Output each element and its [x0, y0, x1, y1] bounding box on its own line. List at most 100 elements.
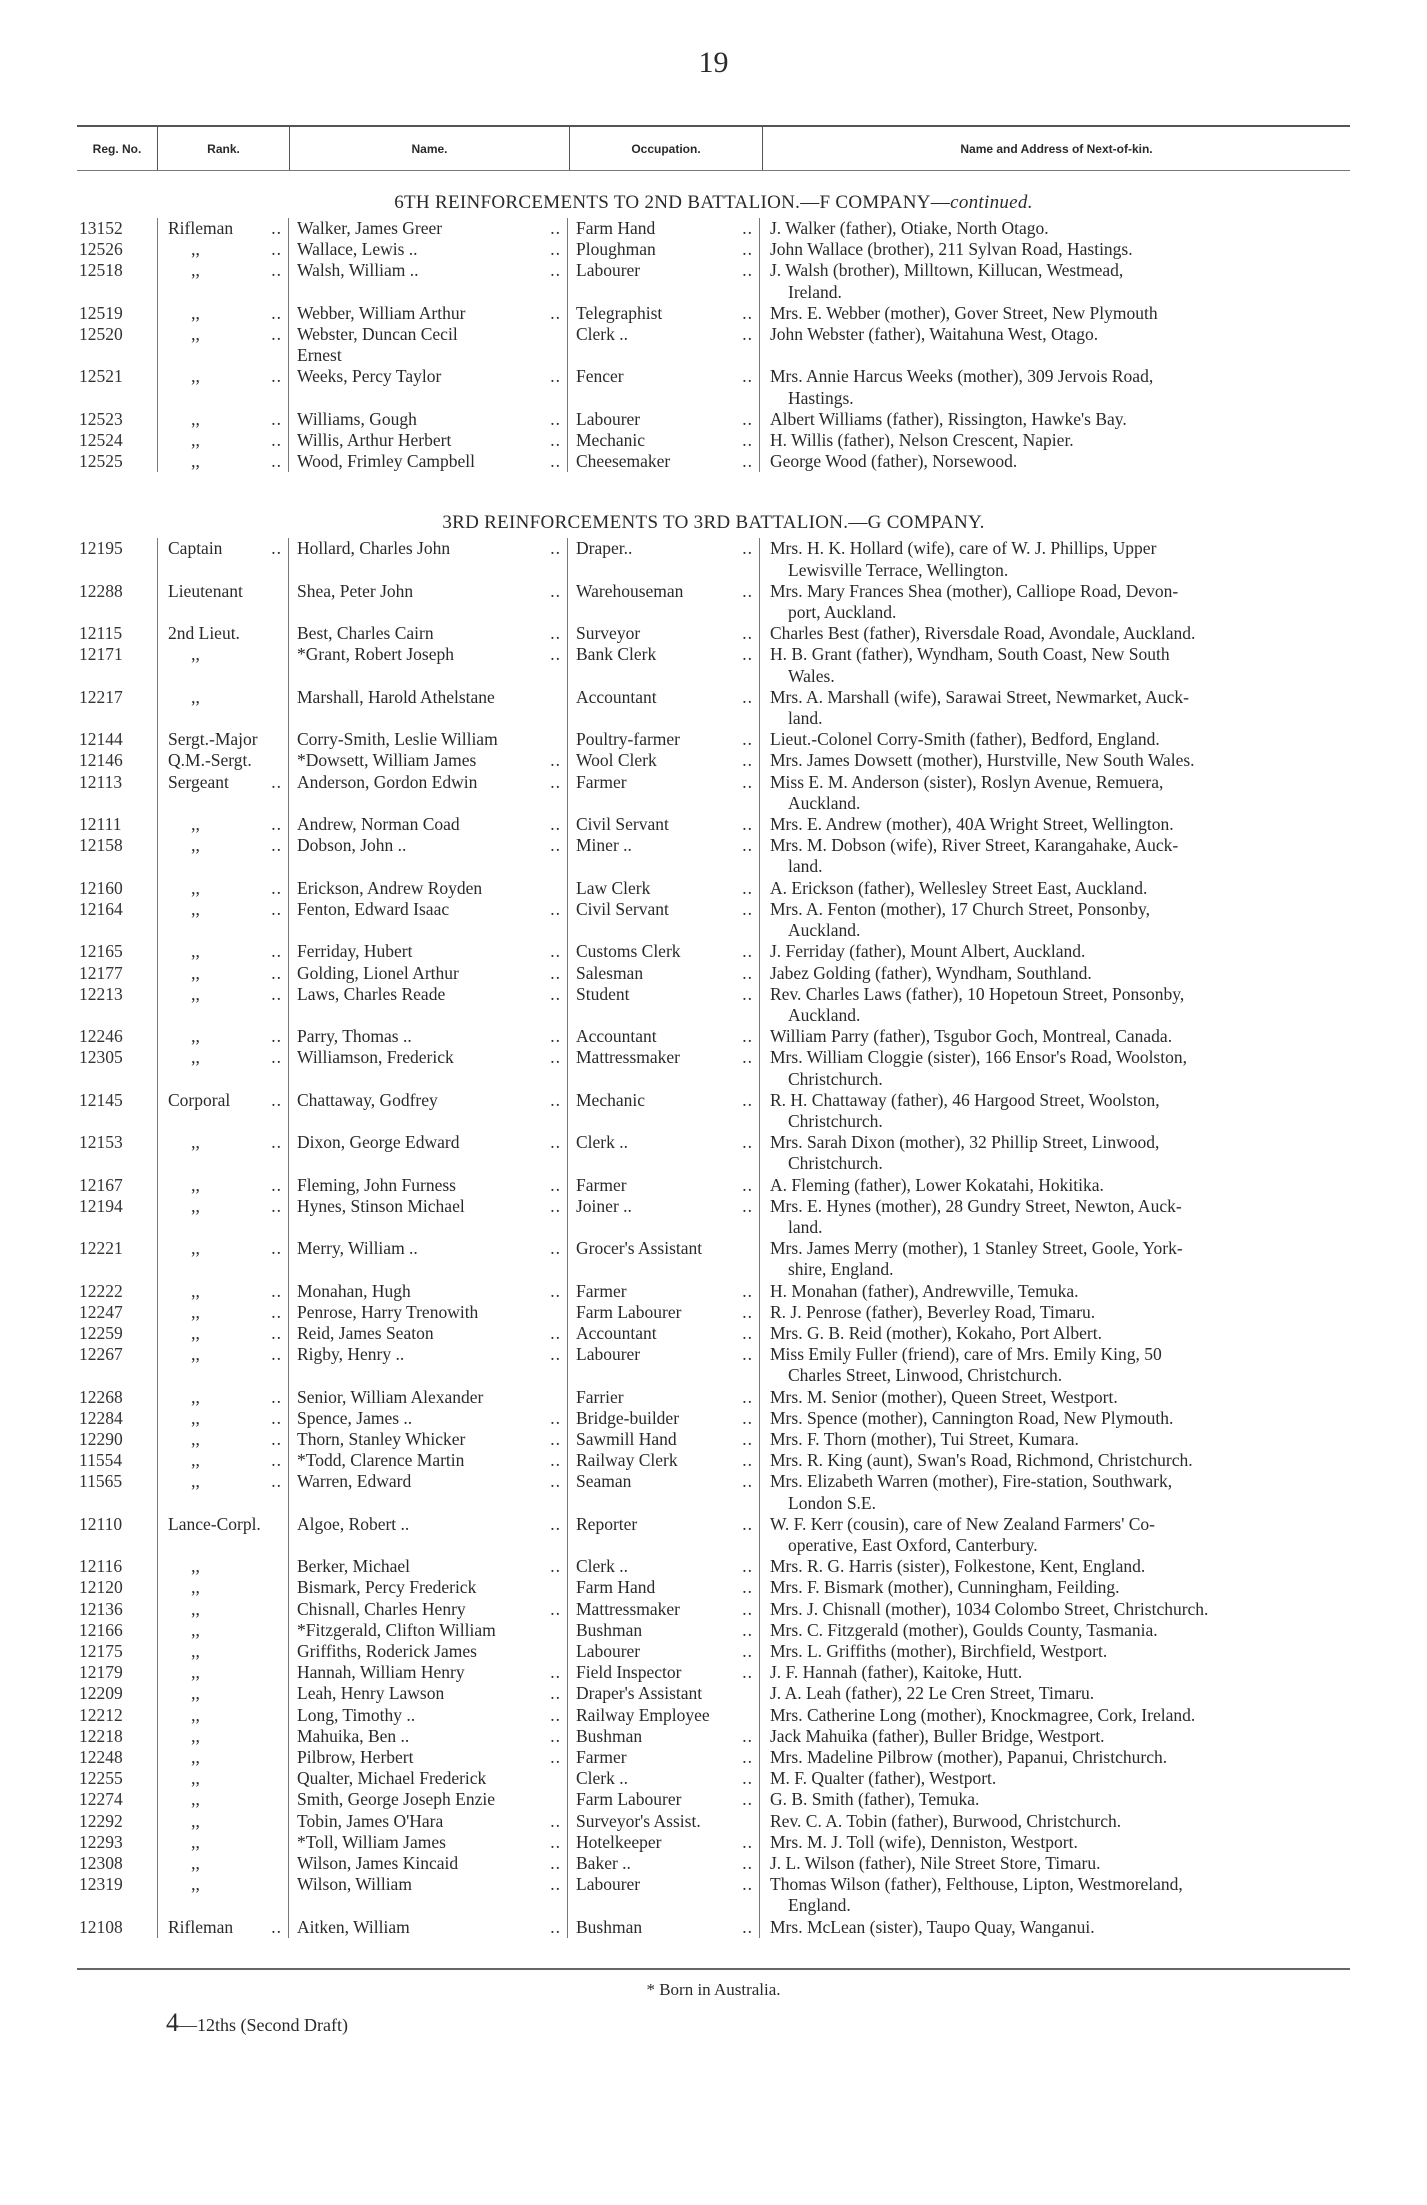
table-row: 12120,, Bismark, Percy Frederick Farm Hand… — [77, 1577, 1350, 1599]
rank-text: Sergeant — [168, 771, 229, 792]
occupation-text: Draper.. — [576, 538, 633, 559]
occupation: Draper's Assistant — [567, 1683, 759, 1705]
next-of-kin: W. F. Kerr (cousin), care of New Zealand… — [759, 1513, 1350, 1557]
reg-no: 12144 — [79, 729, 123, 750]
dot-leader: .. — [271, 366, 282, 387]
soldier-name: Anderson, Gordon Edwin.. — [288, 771, 567, 815]
table-row: 12171,, *Grant, Robert Joseph.. Bank Clerk… — [77, 644, 1350, 687]
dot-leader: .. — [271, 1195, 282, 1216]
dot-leader: .. — [271, 1026, 282, 1047]
soldier-name: *Dowsett, William James.. — [288, 750, 567, 772]
reg-no: 12520 — [79, 324, 123, 345]
dot-leader: .. — [742, 1407, 753, 1428]
next-of-kin: Albert Williams (father), Rissington, Ha… — [759, 408, 1350, 431]
ditto-mark: ,, — [191, 1810, 200, 1831]
occupation-text: Poultry-farmer — [576, 729, 680, 750]
table-row: 12166,, *Fitzgerald, Clifton William Bushm… — [77, 1619, 1350, 1641]
reg-no: 12113 — [79, 771, 123, 792]
occupation-text: Labourer — [576, 1344, 641, 1365]
occupation-text: Surveyor — [576, 623, 641, 644]
occupation: Bushman.. — [567, 1725, 759, 1748]
reg-no: 12267 — [79, 1344, 123, 1365]
dot-leader: .. — [742, 1747, 753, 1768]
dot-leader: .. — [271, 877, 282, 898]
dot-leader: .. — [550, 239, 561, 260]
dot-leader: .. — [550, 1916, 561, 1937]
soldier-name: Thorn, Stanley Whicker.. — [288, 1428, 567, 1451]
dot-leader: .. — [742, 1916, 753, 1937]
soldier-name: Smith, George Joseph Enzie — [288, 1789, 567, 1811]
dot-leader: .. — [742, 814, 753, 835]
next-of-kin: Mrs. J. Chisnall (mother), 1034 Colombo … — [759, 1598, 1350, 1620]
name-text: Parry, Thomas .. — [297, 1026, 412, 1047]
table-row: 12305,,.. Williamson, Frederick.. Mattress… — [77, 1047, 1350, 1090]
next-of-kin: Mrs. E. Andrew (mother), 40A Wright Stre… — [759, 814, 1350, 836]
occupation-text: Hotelkeeper — [576, 1831, 662, 1852]
soldier-name: Long, Timothy .... — [288, 1704, 567, 1726]
rank: ,, — [157, 1704, 288, 1726]
rank: ,, — [157, 1556, 288, 1578]
rank: Corporal.. — [157, 1089, 288, 1133]
occupation-text: Surveyor's Assist. — [576, 1810, 701, 1831]
occupation: Surveyor's Assist. — [567, 1810, 759, 1832]
rank: ,,.. — [157, 408, 288, 431]
next-of-kin: R. J. Penrose (father), Beverley Road, T… — [759, 1301, 1350, 1323]
reg-no: 12284 — [79, 1407, 123, 1428]
dot-leader: .. — [550, 302, 561, 323]
rank: ,, — [157, 1747, 288, 1769]
signature-number: 4 — [166, 2008, 179, 2037]
rank-text: Lance-Corpl. — [168, 1513, 261, 1534]
occupation-text: Railway Employee — [576, 1704, 710, 1725]
dot-leader: .. — [742, 260, 753, 281]
rank-text: Rifleman — [168, 218, 234, 238]
name-text: Walker, James Greer — [297, 218, 443, 238]
next-of-kin: Mrs. R. G. Harris (sister), Folkestone, … — [759, 1556, 1350, 1578]
occupation-text: Mattressmaker — [576, 1047, 680, 1068]
next-of-kin: A. Erickson (father), Wellesley Street E… — [759, 877, 1350, 899]
soldier-name: Erickson, Andrew Royden — [288, 877, 567, 899]
reg-no: 12290 — [79, 1428, 123, 1449]
rank: Lieutenant — [157, 580, 288, 624]
soldier-name: Walsh, William .... — [288, 260, 567, 303]
soldier-name: *Grant, Robert Joseph.. — [288, 644, 567, 687]
name-text: Spence, James .. — [297, 1407, 413, 1428]
name-text: Bismark, Percy Frederick — [297, 1577, 477, 1598]
header-reg-no: Reg. No. — [77, 127, 158, 170]
occupation: Farmer.. — [567, 771, 759, 815]
dot-leader: .. — [550, 1471, 561, 1492]
name-text: Webster, Duncan Cecil Ernest — [297, 324, 458, 366]
occupation: Warehouseman.. — [567, 580, 759, 624]
occupation: Reporter.. — [567, 1513, 759, 1557]
dot-leader: .. — [742, 1471, 753, 1492]
occupation: Field Inspector.. — [567, 1662, 759, 1684]
rank: ,,.. — [157, 1322, 288, 1345]
occupation: Clerk .... — [567, 1556, 759, 1578]
reg-no: 12525 — [79, 451, 123, 472]
ditto-mark: ,, — [191, 1853, 200, 1874]
occupation-text: Joiner .. — [576, 1195, 632, 1216]
reg-no: 12166 — [79, 1619, 123, 1640]
reg-no: 12218 — [79, 1725, 123, 1746]
rank: ,, — [157, 1810, 288, 1832]
dot-leader: .. — [550, 1513, 561, 1534]
occupation-text: Mechanic — [576, 430, 645, 451]
rank: ,,.. — [157, 1238, 288, 1281]
rank-text: Sergt.-Major — [168, 729, 258, 750]
dot-leader: .. — [550, 941, 561, 962]
next-of-kin: Mrs. Sarah Dixon (mother), 32 Phillip St… — [759, 1132, 1350, 1175]
occupation-text: Farmer — [576, 1174, 627, 1195]
reg-no: 13152 — [79, 218, 123, 238]
rank: Sergeant.. — [157, 771, 288, 815]
ditto-mark: ,, — [191, 1132, 200, 1153]
ditto-mark: ,, — [191, 366, 200, 387]
occupation: Bushman.. — [567, 1619, 759, 1641]
next-of-kin: Miss E. M. Anderson (sister), Roslyn Ave… — [759, 771, 1350, 815]
reg-no: 12177 — [79, 962, 123, 983]
name-text: Warren, Edward — [297, 1471, 412, 1492]
reg-no: 12116 — [79, 1556, 123, 1577]
occupation: Cheesemaker.. — [567, 451, 759, 473]
reg-no: 12160 — [79, 877, 123, 898]
occupation: Clerk .... — [567, 1132, 759, 1175]
next-of-kin: William Parry (father), Tsgubor Goch, Mo… — [759, 1026, 1350, 1048]
dot-leader: .. — [742, 1641, 753, 1661]
